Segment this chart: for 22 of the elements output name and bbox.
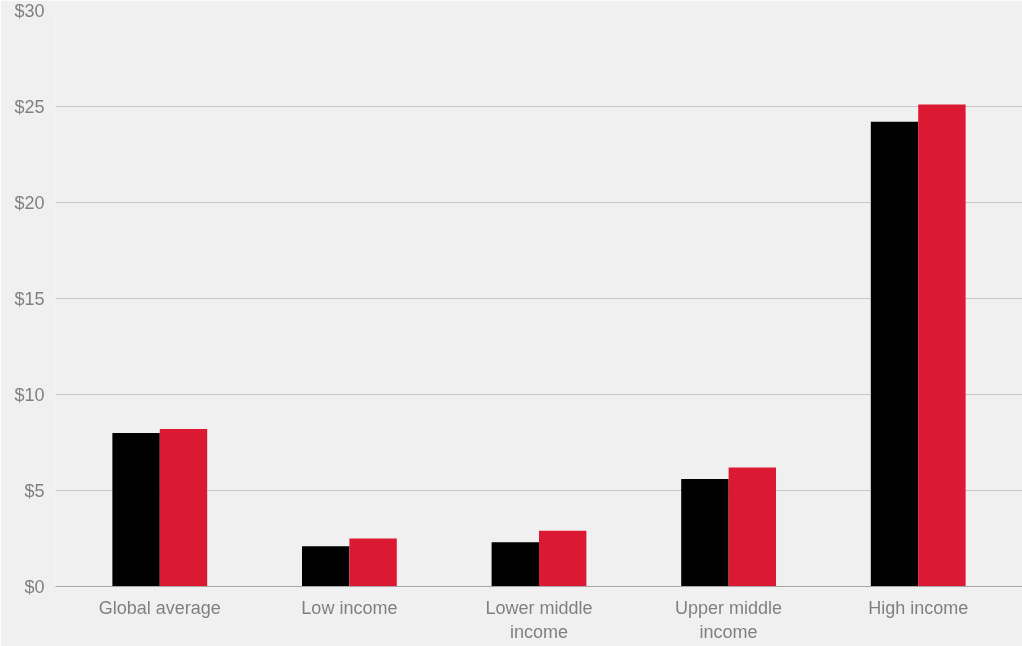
x-tick-label: Low income	[301, 597, 398, 618]
bar	[159, 429, 208, 587]
bar	[681, 478, 729, 587]
x-tick-label: High income	[868, 597, 969, 618]
bar	[349, 538, 397, 587]
bar	[539, 530, 587, 587]
bar	[728, 467, 777, 587]
x-tick-label: Global average	[98, 597, 221, 618]
y-tick-label: $10	[14, 384, 45, 405]
x-tick-label: Lower middle income	[485, 597, 593, 642]
y-tick-label: $30	[14, 0, 45, 21]
bar	[918, 104, 966, 587]
x-tick-label: Upper middle income	[675, 597, 783, 642]
y-tick-label: $20	[14, 192, 45, 213]
y-tick-label: $5	[24, 480, 45, 501]
y-tick-label: $25	[14, 96, 45, 117]
bar	[491, 542, 539, 587]
y-tick-label: $0	[24, 576, 45, 597]
y-tick-label: $15	[14, 288, 45, 309]
bar	[112, 432, 160, 587]
bar	[870, 121, 919, 587]
bar	[301, 546, 350, 587]
